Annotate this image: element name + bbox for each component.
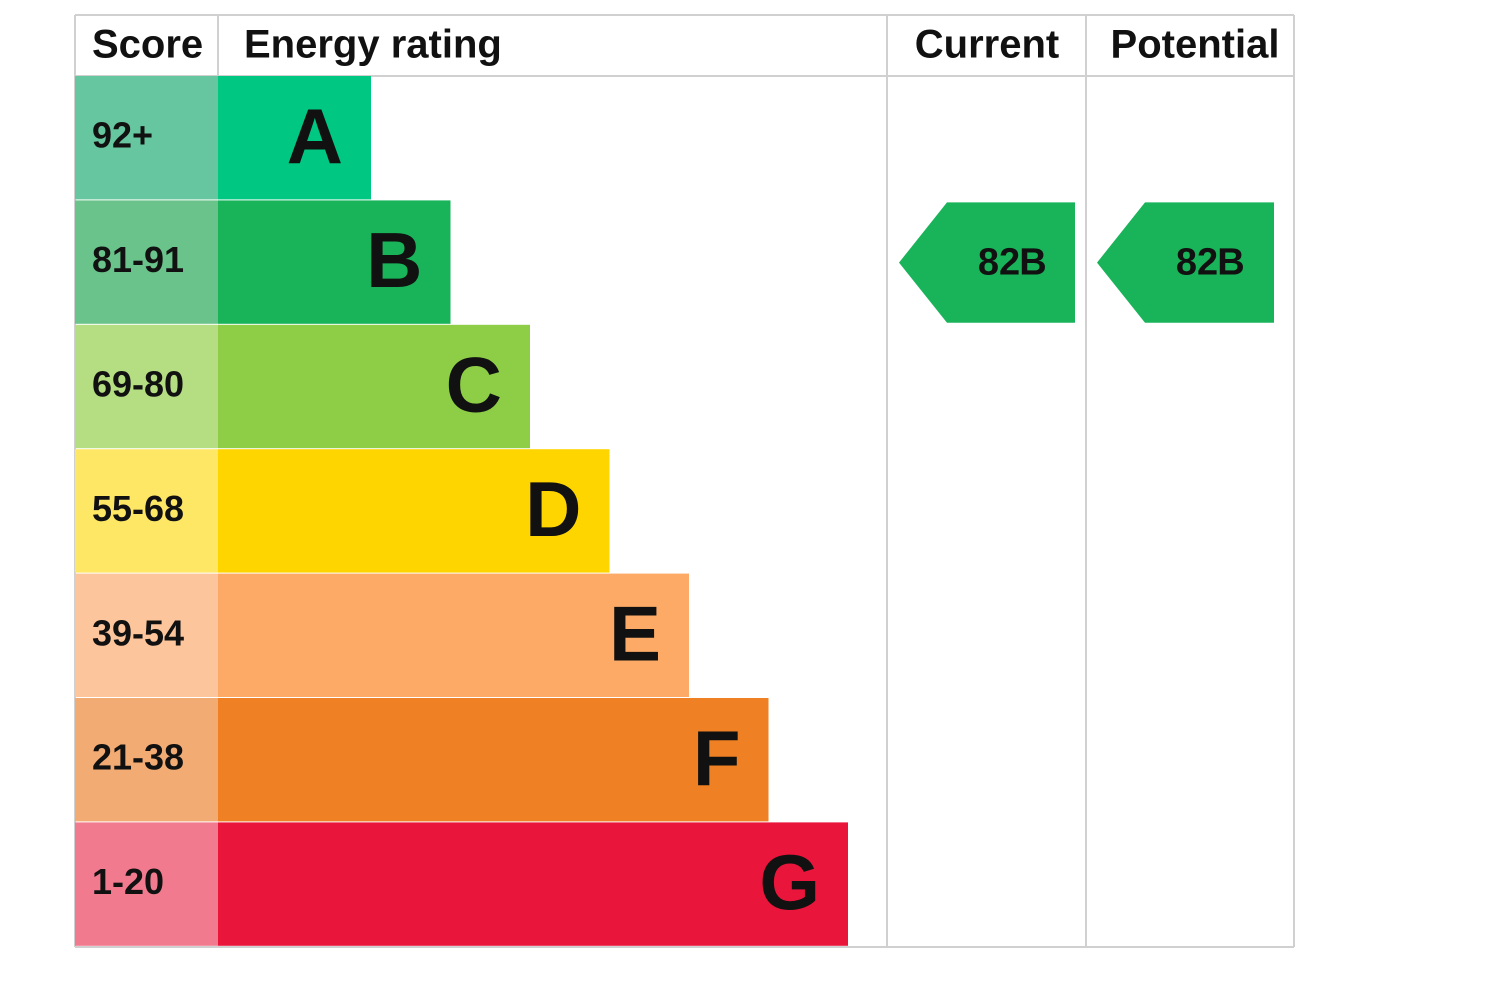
rating-bar (218, 573, 689, 697)
score-range: 55-68 (92, 488, 184, 529)
score-cell (75, 822, 218, 946)
rating-bar (218, 76, 371, 200)
score-range: 81-91 (92, 239, 184, 280)
rating-bar (218, 698, 769, 822)
score-cell (75, 324, 218, 449)
rating-letter: C (446, 341, 502, 429)
rating-letter: G (759, 838, 820, 926)
header-score: Score (92, 23, 203, 67)
rating-bar (218, 449, 610, 573)
header-energy-rating: Energy rating (244, 23, 502, 67)
score-range: 39-54 (92, 612, 184, 653)
arrow-rating: B (1019, 242, 1046, 284)
header-potential: Potential (1111, 23, 1280, 67)
arrow-score: 82 (978, 242, 1020, 284)
score-cell (75, 200, 218, 324)
score-cell (75, 76, 218, 200)
rating-bar (218, 200, 451, 324)
score-cell (75, 573, 218, 697)
rating-letter: F (693, 714, 741, 802)
score-range: 1-20 (92, 861, 164, 902)
rating-arrow (1097, 202, 1274, 323)
rating-bar (218, 324, 530, 449)
rating-arrow (899, 202, 1075, 323)
arrow-rating: B (1217, 242, 1244, 284)
score-range: 92+ (92, 115, 153, 156)
rating-bar (218, 822, 848, 946)
rating-letter: A (287, 92, 343, 180)
score-cell (75, 698, 218, 822)
rating-letter: D (525, 465, 581, 553)
rating-letter: B (366, 216, 422, 304)
score-range: 69-80 (92, 364, 184, 405)
header-current: Current (915, 23, 1059, 67)
score-range: 21-38 (92, 737, 184, 778)
arrow-score: 82 (1176, 242, 1218, 284)
score-cell (75, 449, 218, 573)
rating-letter: E (609, 589, 661, 677)
